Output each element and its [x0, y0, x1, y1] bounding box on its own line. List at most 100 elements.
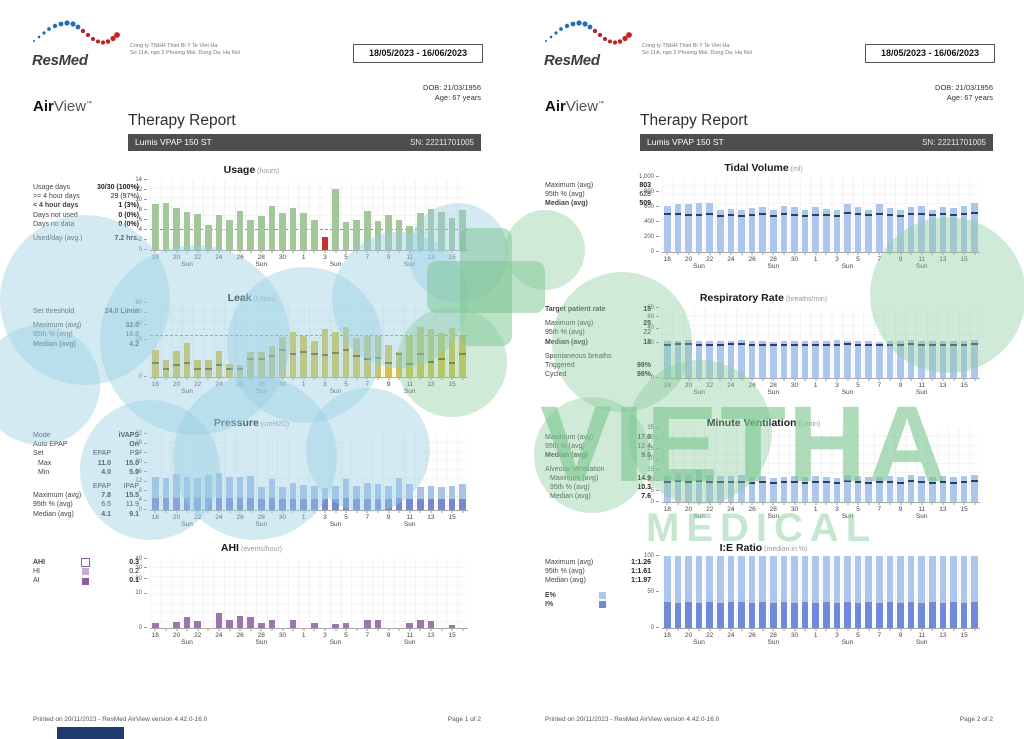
x-tick-mark — [688, 629, 689, 631]
threshold-line — [150, 229, 468, 230]
stat-row: Target patient rate 15 — [545, 305, 651, 314]
x-tick-mark — [176, 511, 177, 513]
median-mark — [907, 342, 915, 345]
x-tick-mark — [335, 511, 336, 513]
x-tick-mark — [303, 511, 305, 513]
stat-row: Usage days 30/30 (100%) — [33, 183, 139, 192]
median-mark — [695, 343, 703, 346]
x-tick-mark — [741, 629, 742, 631]
median-mark — [844, 212, 851, 215]
x-tick-label: 7 — [365, 381, 370, 388]
median-mark — [897, 214, 904, 217]
sun-label: Sun — [693, 263, 705, 270]
y-tick-label: 16 — [135, 468, 142, 475]
bar-segment-top — [162, 477, 170, 499]
x-tick-mark — [751, 253, 753, 255]
x-tick-label: 28 — [769, 382, 777, 389]
section-ahi: AHI (events/hour) AHI 0.3 HI 0.2 AI 0.1 40 30 20 1… — [0, 538, 512, 665]
section-title-leak: Leak (L/min) — [33, 288, 470, 306]
chart-leak: 80 60 40 20 0 18 20 22 24 26 28 30 1 3 5 7 9 11 13 15 Sun Sun… — [126, 300, 472, 397]
x-tick-mark — [847, 379, 848, 381]
x-tick-label: 3 — [323, 381, 327, 388]
x-tick-mark — [271, 629, 273, 631]
stat-row: Median (avg) 4.2 — [33, 340, 139, 349]
bar — [332, 623, 339, 628]
x-tick-label: 22 — [706, 382, 714, 389]
y-tick-mark — [144, 567, 147, 569]
bar — [311, 340, 318, 377]
x-tick-mark — [229, 378, 230, 380]
median-mark — [438, 358, 445, 361]
x-tick-label: 18 — [663, 256, 671, 263]
x-tick-mark — [313, 378, 315, 380]
median-mark — [907, 479, 915, 482]
bar-segment-top — [950, 556, 957, 603]
sun-label: Sun — [841, 639, 854, 646]
y-tick-label: 32 — [135, 430, 142, 437]
stat-label: 95th % (avg) — [33, 331, 73, 339]
bar-segment-bottom — [812, 602, 819, 628]
sun-label: Sun — [767, 389, 780, 396]
section-title-unit: (L/min) — [796, 421, 821, 428]
median-mark — [300, 351, 307, 354]
x-tick-mark — [398, 629, 400, 631]
bar-segment-top — [801, 556, 809, 603]
median-mark — [695, 213, 703, 216]
x-tick-mark — [804, 629, 806, 631]
x-tick-mark — [303, 378, 305, 380]
median-mark — [205, 367, 212, 370]
stat-row: AHI 0.3 — [33, 558, 139, 568]
stat-label: Median (avg) — [545, 577, 586, 585]
section-title-text: Respiratory Rate — [699, 292, 784, 304]
median-mark — [833, 481, 841, 484]
bar-segment-bottom — [173, 498, 180, 510]
bar-segment-bottom — [706, 602, 713, 628]
median-mark — [854, 343, 862, 346]
bar-segment-bottom — [183, 498, 191, 510]
bar — [152, 623, 159, 628]
stat-label: HI — [33, 568, 40, 576]
x-tick-mark — [794, 253, 795, 255]
stat-label: Auto EPAP — [33, 441, 68, 449]
bar-segment-top — [791, 556, 798, 603]
chart-ie: 100 50 0 18 20 22 24 26 28 30 1 3 5 7 9 11 13 15 Sun Sun Sun… — [638, 553, 984, 648]
y-axis: 32 28 24 20 16 12 8 4 0 — [126, 430, 148, 513]
y-tick-mark — [656, 251, 659, 252]
y-tick-mark — [144, 509, 147, 510]
y-axis: 40 30 20 10 0 — [126, 556, 148, 631]
bar — [448, 328, 456, 377]
x-tick-label: 26 — [236, 632, 244, 639]
bar — [695, 341, 703, 378]
y-tick-mark — [656, 307, 659, 308]
x-tick-mark — [815, 379, 817, 381]
x-tick-mark — [398, 378, 400, 380]
y-tick-mark — [656, 316, 659, 318]
median-mark — [791, 213, 798, 216]
x-tick-label: 13 — [939, 382, 947, 389]
stat-row: Maximum (avg) 1:1.26 — [545, 558, 651, 567]
x-tick-label: 11 — [918, 506, 926, 513]
median-mark — [717, 215, 724, 217]
stat-value: 1:1.97 — [631, 577, 651, 585]
y-tick-mark — [144, 219, 147, 220]
x-tick-label: 26 — [236, 514, 244, 521]
x-tick-mark — [441, 251, 442, 253]
x-tick-mark — [878, 379, 880, 381]
y-tick-label: 4 — [138, 497, 142, 503]
x-tick-mark — [900, 253, 901, 255]
median-mark — [162, 367, 170, 370]
x-tick-mark — [165, 251, 167, 253]
y-tick-label: 35 — [647, 424, 654, 431]
x-tick-label: 20 — [172, 632, 181, 639]
bar — [374, 335, 382, 377]
bar-segment-bottom — [738, 602, 745, 628]
x-tick-mark — [921, 253, 923, 255]
x-tick-label: 15 — [960, 382, 968, 389]
bar — [332, 331, 339, 377]
stat-label: Maximum (avg) — [545, 434, 594, 441]
x-tick-mark — [953, 379, 954, 381]
section-title-unit: (median in %) — [762, 546, 808, 553]
bar — [311, 623, 318, 628]
x-tick-label: 28 — [769, 256, 777, 263]
stat-label: E% — [545, 591, 556, 599]
